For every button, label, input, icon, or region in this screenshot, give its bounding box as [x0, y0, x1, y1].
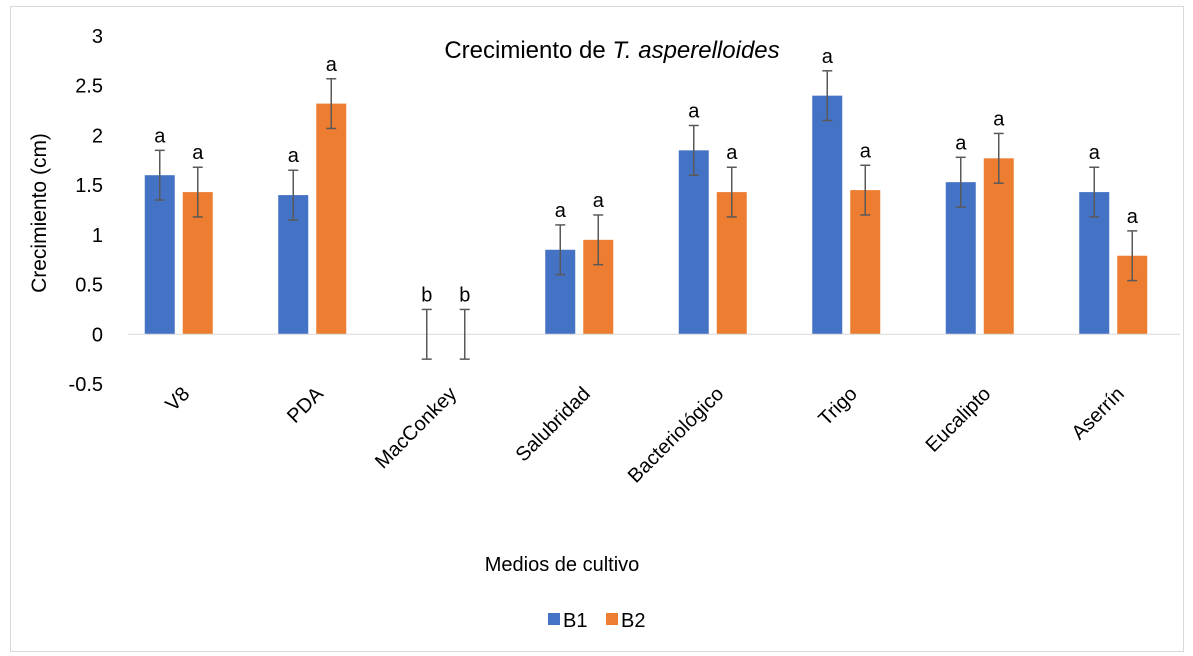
significance-label: a [688, 100, 700, 122]
significance-label: a [1089, 142, 1101, 164]
y-tick-label: 1.5 [75, 175, 103, 197]
error-bar [822, 70, 833, 122]
significance-label: a [555, 200, 567, 222]
significance-label: a [955, 132, 967, 154]
chart-title-text: Crecimiento de [444, 37, 612, 64]
y-axis-label: Crecimiento (cm) [28, 133, 51, 293]
x-tick-label: MacConkey [371, 383, 461, 473]
error-bar [955, 156, 966, 208]
significance-label: a [1127, 206, 1139, 228]
y-tick-label: 1 [92, 225, 103, 247]
legend-swatch [548, 613, 560, 625]
error-bar [154, 149, 165, 201]
significance-label: a [326, 54, 338, 76]
y-tick-label: 2 [92, 125, 103, 147]
error-bars [154, 70, 1138, 360]
chart-title: Crecimiento de T. asperelloides [444, 37, 779, 64]
x-tick-label: Salubridad [512, 383, 595, 466]
significance-label: a [192, 142, 204, 164]
x-tick-label: Trigo [815, 383, 862, 430]
error-bar [421, 308, 432, 360]
error-bar [192, 166, 203, 218]
legend-swatch [606, 613, 618, 625]
error-bar [1127, 230, 1138, 282]
x-axis-ticks: V8 PDA MacConkey Salubridad Bacteriológico Tr… [161, 383, 1128, 488]
error-bar [459, 308, 470, 360]
error-bar [726, 166, 737, 218]
chart-title-species: T. asperelloides [612, 37, 779, 64]
bars [144, 95, 1148, 335]
y-tick-label: 0.5 [75, 275, 103, 297]
bar-b1 [812, 95, 843, 335]
error-bar [555, 224, 566, 276]
legend-label: B2 [621, 610, 645, 632]
significance-label: a [822, 46, 834, 68]
bar-b1 [678, 150, 709, 335]
significance-label: a [993, 108, 1005, 130]
y-tick-label: -0.5 [69, 374, 103, 396]
significance-label: a [726, 142, 738, 164]
significance-label: a [154, 125, 166, 147]
x-tick-label: PDA [283, 383, 328, 428]
error-bar [993, 132, 1004, 184]
bar-b1 [144, 175, 175, 335]
bar-b2 [316, 103, 347, 335]
legend: B1 B2 [548, 610, 645, 632]
error-bar [1089, 166, 1100, 218]
error-bar [860, 164, 871, 216]
error-bar [688, 124, 699, 176]
data-labels: a a a a b b a a a a a a a a a a [154, 46, 1139, 307]
significance-label: a [860, 140, 872, 162]
bar-b2 [983, 158, 1014, 335]
significance-label: a [593, 190, 605, 212]
y-axis-ticks: 3 2.5 2 1.5 1 0.5 0 -0.5 [69, 26, 103, 396]
x-tick-label: Eucalipto [922, 383, 996, 457]
significance-label: a [288, 145, 300, 167]
y-tick-label: 0 [92, 324, 103, 346]
x-tick-label: Aserrín [1068, 383, 1129, 444]
x-tick-label: V8 [161, 383, 194, 416]
y-tick-label: 3 [92, 26, 103, 48]
significance-label: b [421, 284, 432, 306]
y-tick-label: 2.5 [75, 76, 103, 98]
error-bar [288, 169, 299, 221]
x-axis-label: Medios de cultivo [485, 554, 640, 576]
significance-label: b [459, 284, 470, 306]
error-bar [326, 78, 337, 130]
x-tick-label: Bacteriológico [624, 383, 728, 487]
error-bar [593, 214, 604, 266]
legend-label: B1 [563, 610, 587, 632]
